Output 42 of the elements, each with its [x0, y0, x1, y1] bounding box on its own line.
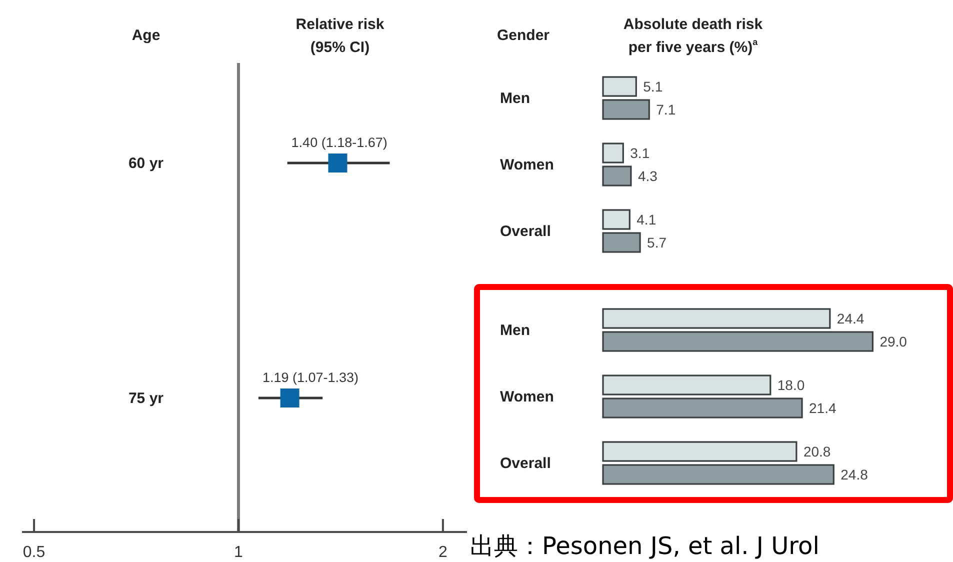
bar [602, 331, 874, 352]
y-axis-title: Age [132, 26, 160, 44]
chart-title: Relative risk (95% CI) [296, 16, 385, 56]
y-tick-label: Women [500, 388, 554, 405]
data-label: 5.7 [647, 234, 667, 250]
data-label: 4.1 [636, 212, 656, 228]
data-label: 20.8 [803, 444, 831, 460]
y-tick-label: 60 yr [128, 154, 164, 172]
bar [602, 76, 637, 97]
data-label: 24.4 [836, 310, 864, 326]
bar [602, 374, 772, 396]
y-tick-label: Men [500, 322, 530, 338]
y-tick-label: Men [500, 90, 530, 106]
data-label: 21.4 [809, 400, 836, 416]
data-label: 4.3 [638, 168, 658, 184]
bar [602, 464, 834, 485]
data-label: 5.1 [643, 78, 663, 94]
bar [602, 308, 831, 329]
y-tick-label: 75 yr [128, 390, 164, 406]
source-note: 出典：Pesonen JS, et al. J Urol [470, 532, 820, 560]
data-label: 29.0 [880, 334, 908, 350]
bar [602, 209, 630, 230]
x-tick-label: 2 [438, 544, 448, 560]
y-tick-label: Women [500, 156, 554, 173]
x-tick-label: 1 [234, 544, 244, 560]
bar [602, 398, 803, 418]
bar [602, 99, 650, 120]
x-tick-label: 0.5 [22, 544, 46, 560]
text: Absolute death risk per five years (%)$^{a}$ [623, 16, 764, 56]
data-label: 3.1 [630, 145, 650, 161]
y-axis-title: Gender [497, 26, 550, 44]
y-tick-label: Overall [500, 454, 551, 472]
data-label: 1.19 (1.07-1.33) [262, 370, 359, 384]
data-label: 18.0 [777, 377, 805, 393]
data-label: 24.8 [840, 466, 868, 482]
bar [602, 441, 798, 462]
bar [602, 166, 632, 186]
y-tick-label: Overall [500, 222, 551, 240]
data-label: 7.1 [656, 102, 676, 118]
data-label: 1.40 (1.18-1.67) [291, 134, 388, 150]
bar [602, 232, 641, 253]
bar [602, 142, 624, 164]
